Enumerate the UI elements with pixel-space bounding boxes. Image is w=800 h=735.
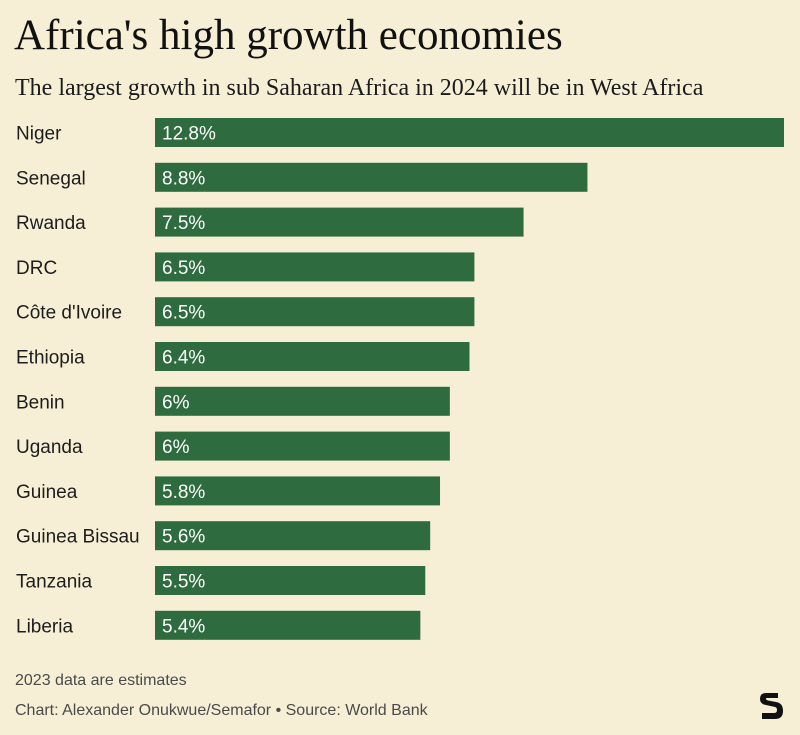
- bar: [155, 521, 431, 551]
- bar-value-label: 5.5%: [162, 572, 205, 593]
- category-label: Benin: [16, 392, 65, 413]
- bar-value-label: 6%: [162, 437, 190, 458]
- category-label: Guinea Bissau: [16, 527, 140, 548]
- chart-subtitle: The largest growth in sub Saharan Africa…: [15, 75, 704, 101]
- bar: [155, 252, 475, 282]
- category-label: Senegal: [16, 168, 86, 189]
- bar: [155, 162, 588, 192]
- bar-value-label: 6.5%: [162, 258, 205, 279]
- category-label: Liberia: [16, 616, 73, 637]
- bar: [155, 297, 475, 327]
- bar-value-label: 8.8%: [162, 168, 205, 189]
- bar: [155, 610, 421, 640]
- category-label: Rwanda: [16, 213, 86, 234]
- bar-value-label: 5.4%: [162, 616, 205, 637]
- chart-title: Africa's high growth economies: [14, 12, 563, 59]
- bar: [155, 566, 426, 595]
- bar-value-label: 6.5%: [162, 303, 205, 324]
- category-label: Niger: [16, 124, 62, 145]
- bar: [155, 207, 524, 237]
- bar: [155, 342, 470, 371]
- bar-value-label: 12.8%: [162, 124, 216, 145]
- category-label: Uganda: [16, 437, 83, 458]
- bar: [155, 386, 450, 416]
- bar-value-label: 5.8%: [162, 482, 205, 503]
- bar-value-label: 7.5%: [162, 213, 205, 234]
- category-label: Tanzania: [16, 572, 92, 593]
- bar: [155, 118, 784, 147]
- bar: [155, 431, 450, 461]
- bar-value-label: 5.6%: [162, 527, 205, 548]
- bar-value-label: 6.4%: [162, 348, 205, 369]
- semafor-logo-icon: [760, 693, 783, 719]
- category-label: Côte d'Ivoire: [16, 303, 122, 324]
- chart-note: 2023 data are estimates: [15, 672, 187, 689]
- chart-credit: Chart: Alexander Onukwue/Semafor • Sourc…: [15, 702, 428, 719]
- bar: [155, 476, 441, 506]
- bar-value-label: 6%: [162, 392, 190, 413]
- category-label: Ethiopia: [16, 348, 85, 369]
- category-label: DRC: [16, 258, 57, 279]
- category-label: Guinea: [16, 482, 78, 503]
